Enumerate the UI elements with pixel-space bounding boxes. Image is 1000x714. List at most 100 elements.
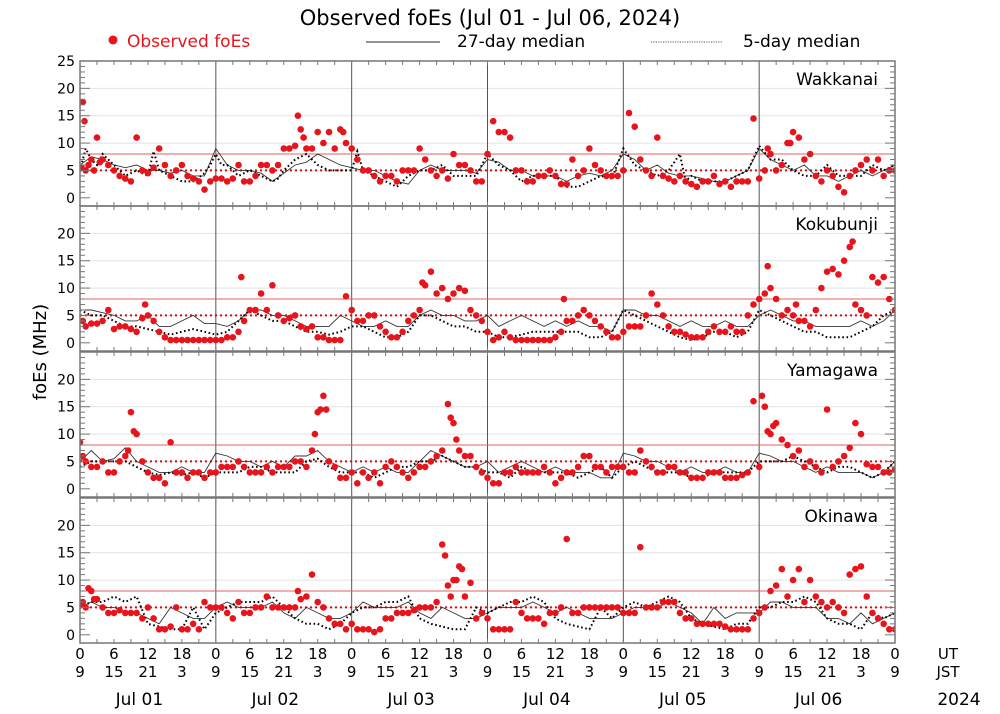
observed-point [733, 474, 740, 482]
observed-point [535, 336, 542, 344]
observed-point [223, 178, 231, 185]
observed-point [308, 145, 316, 152]
observed-point [257, 604, 265, 611]
observed-point [88, 587, 95, 595]
observed-point [874, 615, 882, 622]
x-tick-label-jst: 21 [546, 663, 565, 681]
observed-point [144, 604, 152, 611]
observed-point [529, 178, 537, 185]
observed-point [458, 565, 466, 573]
observed-point [308, 571, 316, 578]
observed-point [693, 334, 701, 341]
observed-point [671, 463, 678, 471]
observed-point [529, 469, 537, 476]
observed-point [155, 145, 163, 152]
observed-point [778, 436, 786, 443]
observed-point [93, 595, 101, 603]
observed-point [297, 458, 305, 465]
observed-point [133, 134, 140, 141]
observed-point [294, 587, 302, 595]
observed-point [506, 334, 514, 341]
observed-point [569, 156, 576, 163]
x-tick-label-ut: 18 [172, 645, 191, 663]
observed-point [438, 284, 446, 292]
observed-point [637, 323, 644, 330]
observed-point [614, 172, 621, 180]
x-tick-label-jst: 21 [274, 663, 293, 681]
observed-point [792, 301, 800, 308]
observed-point [699, 334, 706, 341]
observed-point [512, 336, 520, 344]
observed-point [597, 604, 604, 611]
observed-point [240, 609, 248, 617]
observed-point [223, 334, 231, 341]
legend-observed-marker [108, 35, 118, 45]
observed-point [489, 117, 497, 125]
observed-point [303, 463, 310, 471]
observed-point [806, 576, 814, 584]
panels: 0 5 10 15 20 25 Wakkanai 0 5 10 15 20 Kokubunji 0 5 10 1… [57, 54, 896, 644]
observed-point [218, 336, 225, 344]
observed-point [688, 180, 695, 188]
observed-point [144, 169, 152, 177]
observed-point [637, 447, 644, 454]
observed-point [133, 328, 140, 336]
observed-point [795, 565, 803, 573]
median-27day-line [80, 447, 895, 479]
observed-point [738, 626, 746, 633]
observed-point [772, 419, 780, 427]
observed-point [852, 301, 859, 308]
observed-point [727, 474, 735, 482]
observed-point [184, 336, 191, 344]
x-tick-label-jst: 3 [585, 663, 595, 681]
observed-point [127, 408, 135, 416]
observed-point [789, 312, 797, 319]
observed-point [294, 112, 302, 119]
observed-point [172, 469, 180, 476]
observed-point [354, 156, 361, 163]
observed-point [699, 620, 706, 628]
x-tick-label-ut: 6 [517, 645, 527, 663]
observed-point [201, 598, 208, 606]
observed-point [167, 439, 174, 446]
observed-point [682, 469, 689, 476]
observed-point [167, 336, 174, 344]
observed-point [116, 606, 123, 614]
y-tick-label: 5 [66, 308, 75, 324]
legend-observed-label: Observed foEs [127, 32, 250, 52]
observed-point [365, 626, 372, 633]
observed-point [591, 604, 599, 611]
observed-point [637, 543, 644, 551]
observed-point [563, 180, 570, 188]
observed-point [450, 419, 457, 427]
observed-point [257, 161, 265, 169]
x-tick-label-jst: 3 [449, 663, 459, 681]
observed-point [699, 474, 706, 482]
observed-point [246, 306, 254, 314]
observed-point [563, 317, 570, 325]
median-5day-line [80, 595, 895, 632]
observed-point [891, 466, 895, 473]
x-tick-label-jst: 9 [619, 663, 629, 681]
median-27day-line [80, 309, 895, 333]
observed-point [869, 609, 876, 617]
observed-point [331, 336, 339, 344]
y-tick-label: 15 [57, 254, 75, 270]
observed-point [218, 175, 225, 182]
observed-point [110, 609, 118, 617]
observed-point [625, 109, 633, 117]
observed-point [116, 458, 123, 465]
observed-point [410, 167, 418, 174]
x-tick-label-ut: 18 [580, 645, 599, 663]
observed-point [455, 284, 463, 292]
observed-point [693, 474, 701, 482]
observed-point [755, 175, 763, 182]
observed-point [376, 323, 384, 330]
observed-point [710, 172, 718, 180]
observed-point [857, 306, 865, 314]
observed-point [529, 615, 537, 622]
observed-point [421, 463, 429, 471]
observed-point [235, 161, 242, 169]
observed-point [852, 419, 859, 427]
x-tick-label-jst: 9 [483, 663, 493, 681]
